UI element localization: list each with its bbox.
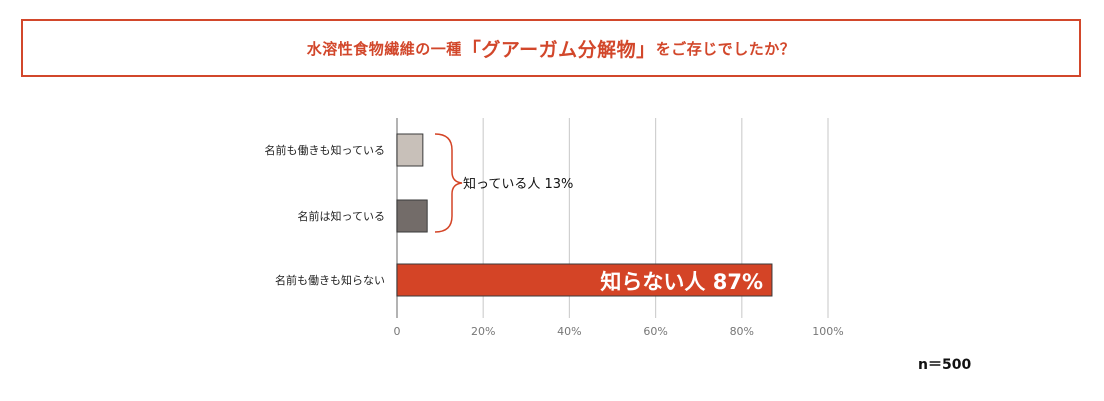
chart-tick-labels: 0 20% 40% 60% 80% 100% <box>394 325 844 338</box>
x-tick-label: 0 <box>394 325 401 338</box>
chart-bars <box>396 133 773 297</box>
x-tick-label: 20% <box>471 325 495 338</box>
x-tick-label: 60% <box>643 325 667 338</box>
category-label: 名前も働きも知っている <box>265 143 385 157</box>
known-group-brace <box>434 133 463 233</box>
bar <box>396 133 424 167</box>
sample-size: n＝500 <box>918 357 972 373</box>
title-prefix: 水溶性食物繊維の一種 <box>306 39 462 58</box>
x-tick-label: 40% <box>557 325 581 338</box>
category-label: 名前も働きも知らない <box>275 273 385 287</box>
unknown-bar-label: 知らない人 87% <box>600 270 763 294</box>
title-suffix: をご存じでしたか？ <box>655 39 796 58</box>
known-group-label: 知っている人 13% <box>463 176 573 192</box>
x-tick-label: 100% <box>812 325 843 338</box>
bar <box>396 263 773 297</box>
x-tick-label: 80% <box>730 325 754 338</box>
chart-title-box: 水溶性食物繊維の一種 「グアーガム分解物」 をご存じでしたか？ <box>21 19 1081 77</box>
bar <box>396 199 428 233</box>
title-emphasis: 「グアーガム分解物」 <box>461 38 656 61</box>
category-label: 名前は知っている <box>298 209 385 223</box>
